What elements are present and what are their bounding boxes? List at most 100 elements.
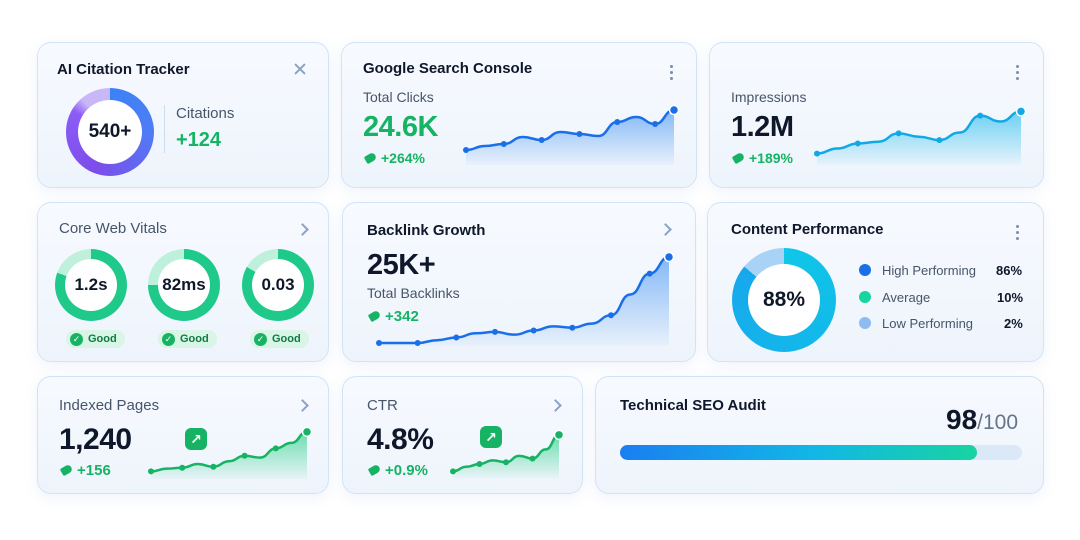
citation-ring-value: 540+ [78,100,142,164]
ctr-value: 4.8% [367,423,434,456]
more-icon[interactable] [1016,225,1020,243]
backlink-value: 25K+ [367,249,436,281]
core-web-vitals-card: Core Web Vitals 1.2s ✓ Good 82ms ✓ Good 0.… [37,202,329,362]
vital-value: 82ms [158,259,210,311]
indexed-delta: +156 [59,462,111,479]
ctr-sparkline [450,429,565,478]
chevron-right-icon[interactable] [296,399,309,412]
legend-label: Average [882,290,931,305]
gsc-title: Google Search Console [363,60,533,77]
sparkline-point [210,463,217,470]
cwv-title: Core Web Vitals [59,220,167,237]
check-icon: ✓ [254,332,267,346]
tag-icon [59,463,74,477]
backlink-growth-card: Backlink Growth 25K+ Total Backlinks +34… [342,202,696,362]
gsc-label: Total Clicks [363,89,434,105]
backlink-delta-text: +342 [385,308,419,325]
gsc-sparkline [463,104,680,165]
sparkline-point [453,334,460,341]
sparkline-point [241,452,248,459]
sparkline-point [503,459,509,466]
indexed-title: Indexed Pages [59,397,160,414]
sparkline-point [646,270,653,277]
trend-up-icon: ↗ [185,428,207,450]
status-badge: ✓ Good [158,330,217,348]
status-badge: ✓ Good [66,330,125,348]
tag-icon [731,151,746,165]
more-icon[interactable] [670,65,674,83]
sparkline-point [492,328,498,335]
ctr-card: CTR 4.8% +0.9% ↗ [342,376,583,494]
legend-value: 86% [996,263,1023,278]
impressions-sparkline [814,106,1027,165]
citations-delta: +124 [176,129,222,151]
sparkline-point [936,137,943,144]
indexed-sparkline [148,426,313,479]
ai-citation-card: AI Citation Tracker 540+ Citations +124 [37,42,329,188]
trend-up-icon: ↗ [480,426,502,448]
gsc-value: 24.6K [363,111,438,143]
ctr-delta: +0.9% [367,462,428,479]
check-icon: ✓ [162,332,175,346]
legend-item: High Performing [859,263,976,278]
more-icon[interactable] [1016,65,1020,83]
impressions-card: Impressions 1.2M +189% [709,42,1044,188]
status-badge: ✓ Good [250,330,309,348]
legend-label: Low Performing [882,316,974,331]
legend-dot [859,317,871,329]
chevron-right-icon[interactable] [296,223,309,236]
content-performance-card: Content Performance 88% High Performing … [707,202,1044,362]
legend-value: 2% [1004,316,1023,331]
sparkline-point [148,468,154,475]
indexed-delta-text: +156 [77,462,111,479]
sparkline-line [815,110,1023,155]
sparkline-point [895,130,902,137]
sparkline-point [530,327,537,334]
indexed-pages-card: Indexed Pages 1,240 +156 ↗ [37,376,329,494]
vital-value: 0.03 [252,259,304,311]
gsc-delta-text: +264% [381,150,425,166]
sparkline-area [453,434,559,478]
sparkline-point [301,426,313,438]
close-icon[interactable] [294,63,306,75]
indexed-value: 1,240 [59,423,132,456]
chevron-right-icon[interactable] [659,223,672,236]
check-icon: ✓ [70,332,83,346]
status-text: Good [180,333,209,345]
sparkline-point [614,119,621,125]
sparkline-point [576,131,583,137]
sparkline-point [414,340,421,346]
audit-title: Technical SEO Audit [620,397,766,414]
sparkline-point [608,312,614,319]
sparkline-point [450,468,456,475]
legend-item: Low Performing [859,316,973,331]
sparkline-line [377,255,671,345]
sparkline-point [463,147,469,153]
sparkline-area [151,431,307,479]
gsc-card: Google Search Console Total Clicks 24.6K… [341,42,697,188]
impressions-delta-text: +189% [749,150,793,166]
backlink-label: Total Backlinks [367,285,460,301]
ai-citation-title: AI Citation Tracker [57,61,190,78]
backlink-title: Backlink Growth [367,222,486,239]
audit-progress-track [620,445,1022,460]
sparkline-point [529,455,536,462]
sparkline-point [179,464,186,471]
sparkline-point [553,429,565,441]
sparkline-point [668,104,680,116]
sparkline-point [814,150,820,157]
sparkline-area [466,110,674,165]
citations-label: Citations [176,105,235,122]
impressions-label: Impressions [731,89,807,105]
legend-item: Average [859,290,930,305]
ctr-title: CTR [367,397,398,414]
legend-dot [859,264,871,276]
audit-score-max: /100 [977,411,1019,434]
status-text: Good [272,333,301,345]
sparkline-point [854,140,861,147]
chevron-right-icon[interactable] [549,399,562,412]
audit-score: 98/100 [946,404,1018,436]
legend-value: 10% [997,290,1024,305]
backlink-chart [376,251,675,346]
sparkline-point [500,141,507,147]
